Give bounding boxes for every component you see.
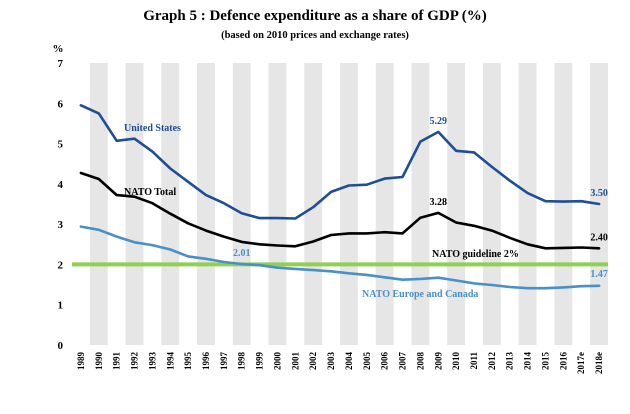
grid-band xyxy=(304,63,323,345)
x-tick-label: 2009 xyxy=(433,352,443,371)
y-tick-label: 5 xyxy=(58,139,64,151)
x-tick-label: 1996 xyxy=(201,352,211,371)
grid-band xyxy=(518,63,537,345)
x-tick-label: 1990 xyxy=(94,352,104,371)
x-tick-label: 2017e xyxy=(576,352,586,374)
x-tick-label: 1989 xyxy=(76,352,86,371)
data-label: 3.28 xyxy=(430,197,448,208)
y-axis: 0 1 2 3 4 5 6 7 xyxy=(58,58,64,352)
grid-band xyxy=(554,63,573,345)
series-label-nato-europe-canada: NATO Europe and Canada xyxy=(362,289,478,300)
y-tick-label: 1 xyxy=(58,300,64,312)
chart-labels: United States NATO Total NATO Europe and C… xyxy=(124,116,608,300)
y-tick-label: 0 xyxy=(58,340,64,352)
x-tick-label: 2003 xyxy=(326,352,336,371)
chart-subtitle: (based on 2010 prices and exchange rates… xyxy=(221,30,409,41)
x-tick-label: 2014 xyxy=(523,352,533,371)
x-tick-label: 2002 xyxy=(308,352,318,371)
x-tick-label: 1991 xyxy=(112,352,122,371)
x-tick-label: 2010 xyxy=(451,352,461,371)
series-line-0 xyxy=(79,104,601,220)
series-label-nato-total: NATO Total xyxy=(124,187,176,198)
y-tick-label: 4 xyxy=(58,179,64,191)
grid-band xyxy=(161,63,180,345)
data-label: 1.47 xyxy=(590,269,608,280)
grid-band xyxy=(197,63,215,345)
x-tick-label: 2006 xyxy=(380,352,390,371)
x-tick-label: 2000 xyxy=(272,352,282,371)
x-tick-label: 2013 xyxy=(505,352,515,371)
x-tick-label: 2005 xyxy=(362,352,372,371)
y-tick-label: 7 xyxy=(58,58,64,70)
x-tick-label: 1993 xyxy=(147,352,157,371)
chart-title: Graph 5 : Defence expenditure as a share… xyxy=(143,8,487,24)
data-label: 2.01 xyxy=(233,248,251,259)
x-tick-label: 2001 xyxy=(290,352,300,371)
grid-band xyxy=(340,63,358,345)
x-tick-label: 2015 xyxy=(540,352,550,371)
data-label: 3.50 xyxy=(590,188,608,199)
grid-bands xyxy=(89,63,608,345)
x-tick-label: 1997 xyxy=(219,352,229,371)
x-tick-label: 2011 xyxy=(469,352,479,370)
grid-band xyxy=(411,63,430,345)
data-label: 2.40 xyxy=(590,232,608,243)
y-axis-unit: % xyxy=(53,43,64,55)
grid-band xyxy=(89,63,108,345)
series-line-2 xyxy=(79,225,601,290)
grid-band xyxy=(447,63,466,345)
x-tick-label: 1999 xyxy=(255,352,265,371)
x-tick-label: 2004 xyxy=(344,352,354,371)
grid-band xyxy=(375,63,394,345)
y-tick-label: 2 xyxy=(58,259,64,271)
grid-band xyxy=(232,63,251,345)
x-tick-label: 2016 xyxy=(558,352,568,371)
x-axis: 1989 1990 1991 1992 1993 1994 1995 1996 1997 1998… xyxy=(76,352,604,375)
x-tick-label: 1994 xyxy=(165,352,175,371)
x-tick-label: 1992 xyxy=(130,352,140,371)
grid-band xyxy=(268,63,287,345)
x-tick-label: 2012 xyxy=(487,352,497,371)
y-tick-label: 6 xyxy=(58,98,64,110)
grid-band xyxy=(482,63,501,345)
x-tick-label: 2008 xyxy=(415,352,425,371)
series-label-united-states: United States xyxy=(124,123,181,134)
grid-band xyxy=(125,63,144,345)
y-tick-label: 3 xyxy=(58,219,64,231)
data-label: 5.29 xyxy=(430,116,448,127)
guideline-label: NATO guideline 2% xyxy=(432,249,519,260)
x-tick-label: 1995 xyxy=(183,352,193,371)
series-lines xyxy=(79,104,601,290)
x-tick-label: 1998 xyxy=(237,352,247,371)
x-tick-label: 2007 xyxy=(398,352,408,371)
x-tick-label: 2018e xyxy=(594,352,604,374)
series-line-1 xyxy=(79,171,601,250)
